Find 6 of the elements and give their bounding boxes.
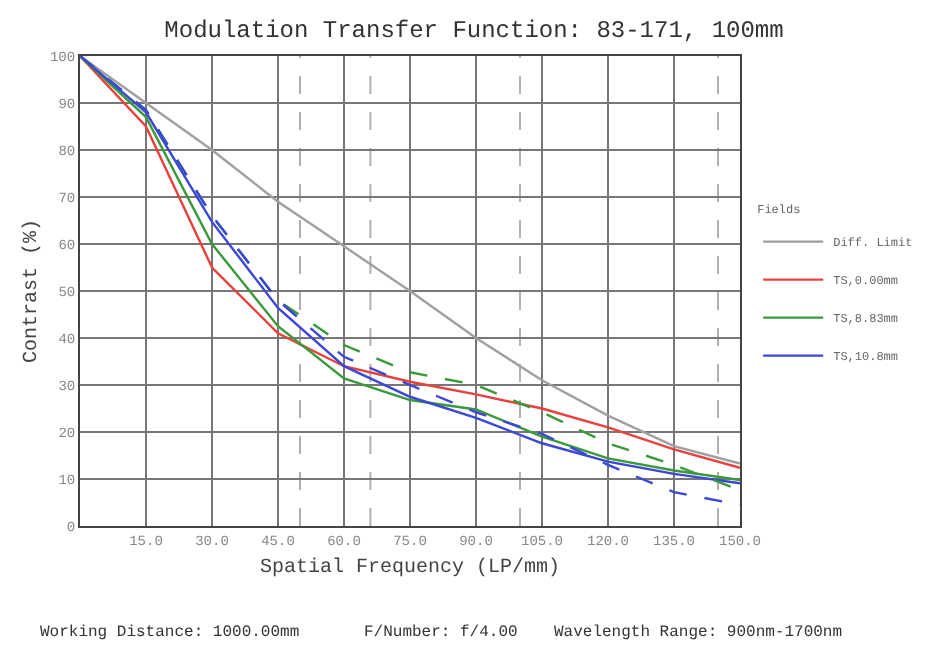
x-axis-title: Spatial Frequency (LP/mm) [259,555,561,580]
text: F/Number: f/4.00 [364,624,519,642]
y-axis-title: Contrast (%) [19,218,44,364]
chart-title: Modulation Transfer Function: 83-171, 100mm [164,16,784,45]
text: Wavelength Range: 900nm-1700nm [554,624,843,642]
text: Working Distance: 1000.00mm [40,624,300,642]
